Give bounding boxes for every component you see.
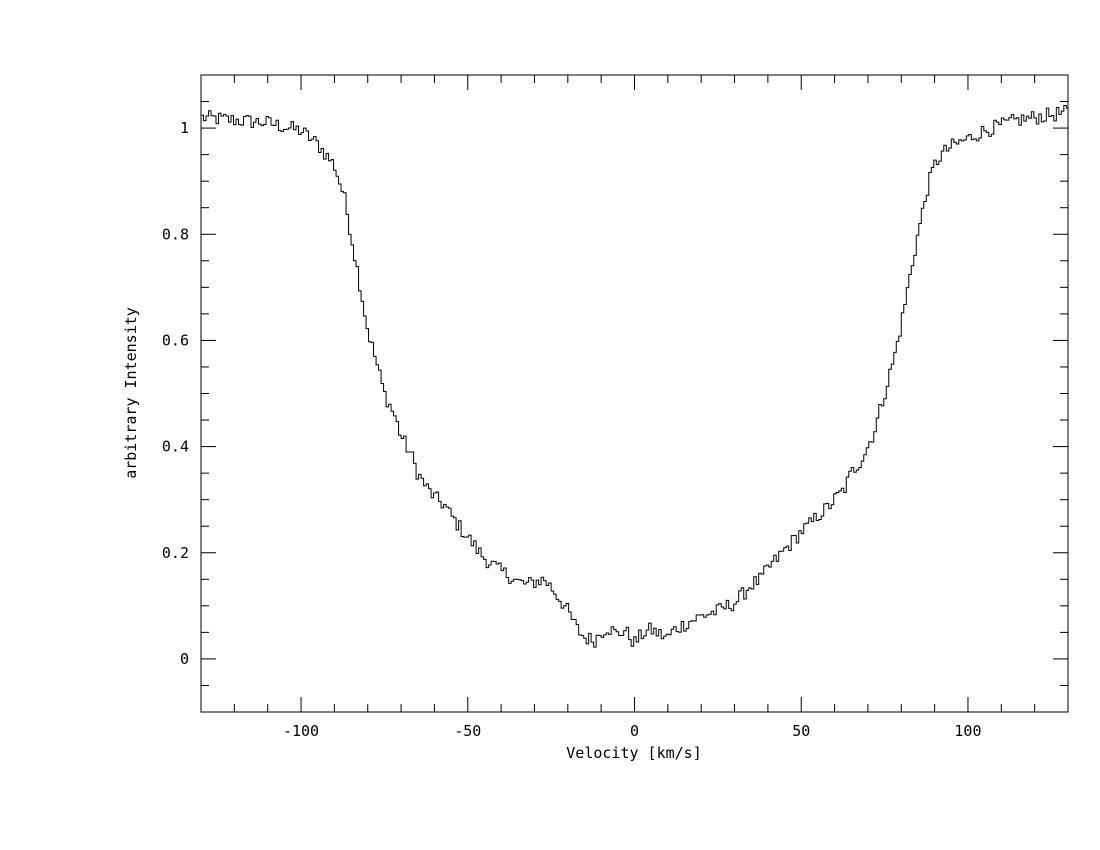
x-tick-label: 100 bbox=[954, 722, 981, 740]
y-axis-label: arbitrary Intensity bbox=[122, 307, 140, 479]
series-line bbox=[201, 104, 1068, 648]
y-tick-label: 0.4 bbox=[162, 438, 189, 456]
x-tick-label: -50 bbox=[454, 722, 481, 740]
y-tick-label: 0.8 bbox=[162, 225, 189, 243]
x-tick-label: -100 bbox=[283, 722, 319, 740]
y-tick-label: 0.6 bbox=[162, 331, 189, 349]
plot-frame bbox=[200, 74, 1069, 713]
y-tick-label: 1 bbox=[180, 119, 189, 137]
x-tick-label: 50 bbox=[792, 722, 810, 740]
axis-ticks bbox=[200, 74, 1069, 713]
y-tick-label: 0 bbox=[180, 650, 189, 668]
x-tick-label: 0 bbox=[630, 722, 639, 740]
axis-tick-labels: -100 -50 0 50 100 0 0.2 0.4 0.6 0.8 1 bbox=[162, 119, 982, 740]
y-tick-label: 0.2 bbox=[162, 544, 189, 562]
x-axis-label: Velocity [km/s] bbox=[566, 744, 701, 762]
